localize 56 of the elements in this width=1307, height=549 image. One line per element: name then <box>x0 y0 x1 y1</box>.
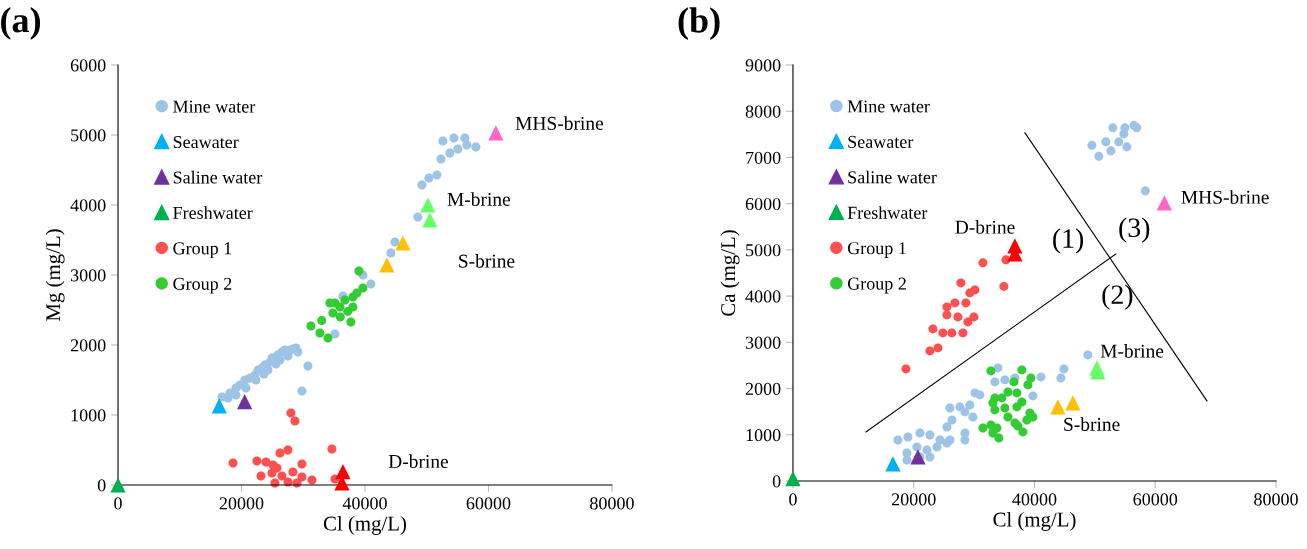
annotation: M-brine <box>1100 344 1164 358</box>
annotation: MHS-brine <box>1181 190 1269 204</box>
y-tick-label: 4000 <box>70 199 106 212</box>
y-tick-label: 6000 <box>745 197 781 211</box>
x-axis-title: Cl (mg/L) <box>993 511 1076 531</box>
annotation: D-brine <box>955 220 1015 234</box>
annotation: (3) <box>1119 217 1150 243</box>
y-tick-label: 1000 <box>71 409 106 422</box>
y-tick-label: 3000 <box>745 336 781 349</box>
x-tick-label: 20000 <box>219 497 264 510</box>
legend-label: Freshwater <box>173 206 253 219</box>
y-tick-label: 7000 <box>746 151 781 164</box>
y-tick-label: 6000 <box>70 59 106 72</box>
text: (a) <box>1 7 40 40</box>
y-tick-label: 5000 <box>746 244 781 257</box>
x-tick-label: 60000 <box>1133 493 1178 506</box>
annotation: (1) <box>1053 228 1084 254</box>
annotation: (2) <box>1102 284 1133 310</box>
legend-label: Group 2 <box>847 277 906 294</box>
legend-label: Seawater <box>848 135 914 148</box>
y-tick-label: 4000 <box>745 290 781 303</box>
annotation: S-brine <box>459 254 515 268</box>
y-tick-label: 1000 <box>746 429 781 442</box>
x-tick-label: 40000 <box>1012 493 1057 506</box>
y-tick-label: 2000 <box>745 382 781 395</box>
legend-label: Saline water <box>173 170 263 184</box>
y-axis-title: Ca (mg/L) <box>720 230 740 316</box>
y-tick-label: 5000 <box>71 129 106 142</box>
annotation: M-brine <box>447 192 511 206</box>
annotation: D-brine <box>388 454 448 469</box>
x-tick-label: 80000 <box>590 497 634 510</box>
x-axis-title: Cl (mg/L) <box>323 515 407 535</box>
y-tick-label: 2000 <box>70 339 106 352</box>
legend-label: Group 1 <box>847 242 906 258</box>
y-tick-label: 0 <box>772 475 781 488</box>
y-tick-label: 0 <box>97 479 106 492</box>
annotation: MHS-brine <box>515 116 604 130</box>
x-tick-label: 60000 <box>466 497 511 510</box>
y-axis-title: Mg (mg/L) <box>45 229 65 321</box>
x-tick-label: 20000 <box>891 493 936 506</box>
annotation: S-brine <box>1064 417 1120 431</box>
x-tick-label: 0 <box>114 497 122 510</box>
y-tick-label: 8000 <box>745 105 781 118</box>
x-tick-label: 40000 <box>342 497 387 510</box>
x-tick-label: 0 <box>789 493 797 506</box>
text: (b) <box>678 7 720 41</box>
legend-label: Freshwater <box>847 206 928 219</box>
y-tick-label: 9000 <box>745 59 781 72</box>
legend-label: Group 2 <box>173 277 232 294</box>
legend-label: Mine water <box>173 100 256 113</box>
legend-label: Mine water <box>847 100 930 113</box>
legend-label: Seawater <box>173 135 239 149</box>
legend-label: Saline water <box>848 170 937 184</box>
legend-label: Group 1 <box>173 242 232 259</box>
x-tick-label: 80000 <box>1254 493 1298 506</box>
y-tick-label: 3000 <box>70 269 106 282</box>
